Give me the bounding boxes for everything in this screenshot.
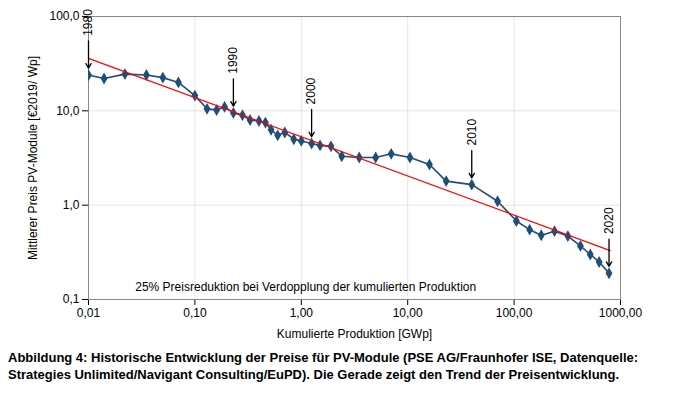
svg-text:2000: 2000: [304, 77, 318, 104]
svg-text:25% Preisreduktion bei Verdopp: 25% Preisreduktion bei Verdopplung der k…: [135, 280, 476, 294]
svg-text:2020: 2020: [602, 207, 616, 234]
svg-text:1,0: 1,0: [63, 198, 80, 212]
svg-text:100,0: 100,0: [49, 9, 79, 23]
svg-text:1,00: 1,00: [290, 306, 314, 320]
svg-text:0,10: 0,10: [183, 306, 207, 320]
svg-text:2010: 2010: [465, 118, 479, 145]
svg-text:0,1: 0,1: [63, 292, 80, 306]
html-text:Abbildung 4: Historische Entwi: Abbildung 4: Historische Entwicklung der…: [8, 350, 639, 382]
svg-text:0,01: 0,01: [77, 306, 101, 320]
svg-text:100,00: 100,00: [496, 306, 533, 320]
svg-text:1990: 1990: [226, 47, 240, 74]
svg-text:10,0: 10,0: [56, 104, 80, 118]
svg-text:10,00: 10,00: [393, 306, 423, 320]
svg-text:1000,00: 1000,00: [599, 306, 643, 320]
svg-text:Mittlerer Preis PV-Module [€20: Mittlerer Preis PV-Module [€2019/ Wp]: [26, 56, 40, 260]
svg-text:1980: 1980: [81, 9, 95, 36]
svg-text:Kumulierte Produktion [GWp]: Kumulierte Produktion [GWp]: [277, 327, 432, 341]
